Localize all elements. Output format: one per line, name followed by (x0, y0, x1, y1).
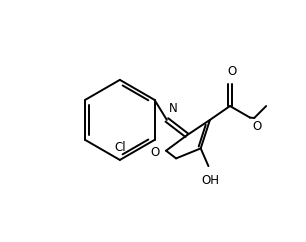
Text: Cl: Cl (114, 141, 126, 154)
Text: O: O (227, 65, 236, 78)
Text: O: O (252, 120, 262, 133)
Text: O: O (151, 146, 160, 159)
Text: N: N (168, 101, 177, 114)
Text: OH: OH (201, 174, 219, 187)
